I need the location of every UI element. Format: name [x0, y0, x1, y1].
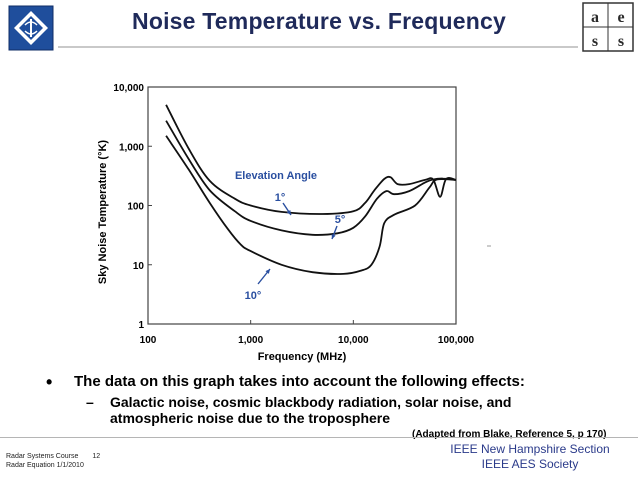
title-divider	[58, 46, 578, 48]
footer-divider	[0, 437, 638, 438]
series-arrowhead-3	[265, 269, 270, 274]
footer-organization: IEEE New Hampshire Section IEEE AES Soci…	[430, 442, 630, 472]
x-tick-label: 100	[140, 335, 157, 346]
x-tick-label: 10,000	[338, 335, 369, 346]
aes-letter: e	[617, 9, 624, 26]
footer-course-info: Radar Systems Course 12 Radar Equation 1/…	[6, 452, 100, 470]
aes-logo: a e s s	[582, 2, 634, 52]
ieee-logo	[8, 5, 54, 51]
series-label-3: 10°	[245, 290, 262, 302]
annotations: Elevation Angle 1° 5° 10°	[235, 170, 345, 302]
x-tick-label: 100,000	[438, 335, 475, 346]
series-arrowhead-1	[286, 210, 291, 215]
citation: (Adapted from Blake, Reference 5, p 170)	[412, 429, 607, 440]
plot-frame	[147, 86, 491, 325]
series-line-3	[165, 135, 457, 275]
series-line-2	[165, 120, 457, 236]
aes-letter: s	[618, 33, 624, 50]
series-label-1: 1°	[275, 192, 286, 204]
y-axis-label: Sky Noise Temperature (°K)	[97, 140, 109, 285]
y-tick-label: 1,000	[119, 142, 144, 153]
plot-area	[147, 86, 457, 325]
footer-page-number: 12	[92, 453, 101, 460]
x-axis-label: Frequency (MHz)	[258, 351, 347, 363]
x-tick-labels: 100 1,000 10,000 100,000	[140, 335, 475, 346]
legend-title: Elevation Angle	[235, 170, 317, 182]
curves	[165, 104, 457, 275]
slide-title: Noise Temperature vs. Frequency	[132, 8, 506, 34]
series-label-2: 5°	[335, 214, 346, 226]
footer-org-line2: IEEE AES Society	[481, 457, 579, 471]
x-tick-label: 1,000	[238, 335, 263, 346]
sub-bullet-text: Galactic noise, cosmic blackbody radiati…	[110, 394, 512, 426]
series-arrowhead-2	[331, 234, 336, 239]
bullet-text: The data on this graph takes into accoun…	[74, 373, 525, 390]
y-tick-label: 10	[133, 261, 145, 272]
bullet-dot: •	[46, 372, 53, 392]
aes-letter: s	[592, 33, 598, 50]
aes-letter: a	[591, 9, 599, 26]
footer-lecture: Radar Equation 1/1/2010	[6, 462, 84, 469]
footer-org-line1: IEEE New Hampshire Section	[450, 442, 610, 456]
y-tick-label: 1	[138, 320, 144, 331]
sub-bullet-dash: –	[86, 394, 94, 410]
y-tick-label: 100	[127, 202, 144, 213]
footer-course: Radar Systems Course	[6, 453, 79, 460]
y-tick-label: 10,000	[113, 83, 144, 94]
y-tick-labels: 1 10 100 1,000 10,000	[113, 83, 144, 331]
